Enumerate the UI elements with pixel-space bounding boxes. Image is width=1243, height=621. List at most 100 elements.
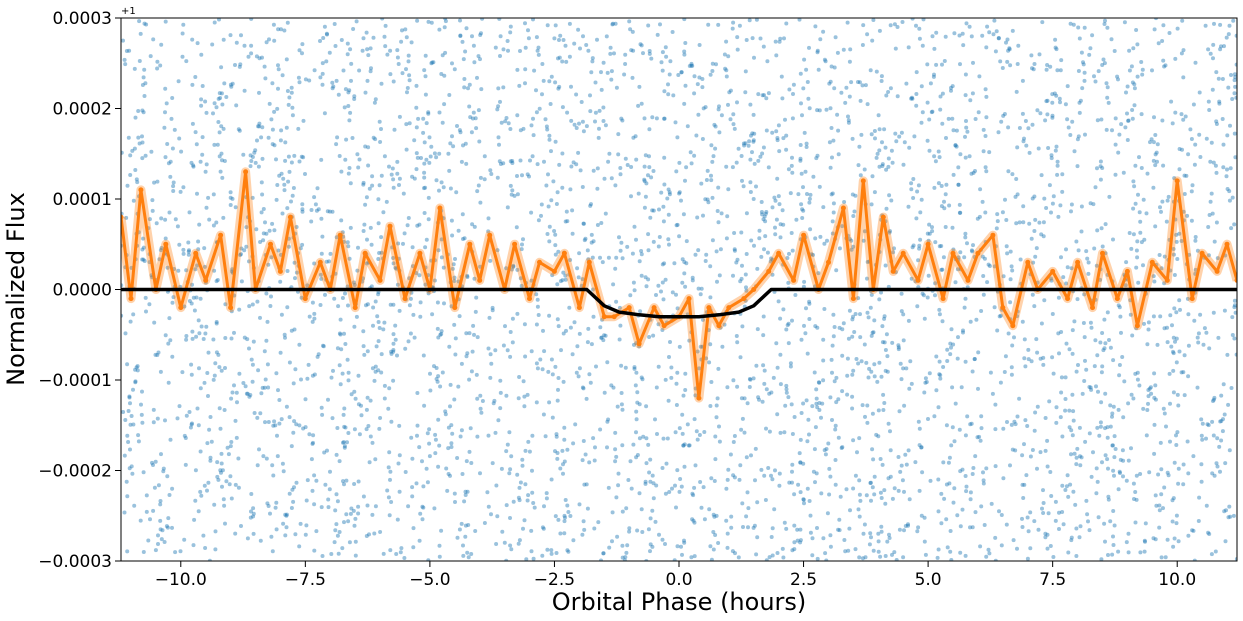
raw-point: [178, 189, 183, 194]
raw-point: [602, 176, 607, 181]
raw-point: [846, 548, 851, 553]
raw-point: [716, 185, 721, 190]
raw-point: [623, 555, 628, 560]
raw-point: [1041, 501, 1046, 505]
raw-point: [356, 245, 360, 250]
raw-point: [342, 424, 347, 429]
raw-point: [1102, 521, 1107, 526]
raw-point: [639, 43, 644, 48]
raw-point: [287, 360, 292, 365]
raw-point: [620, 118, 625, 123]
raw-point: [1065, 473, 1070, 478]
raw-point: [341, 440, 346, 445]
raw-point: [956, 255, 961, 260]
raw-point: [742, 396, 747, 401]
raw-point: [963, 553, 968, 558]
raw-point: [163, 418, 167, 423]
raw-point: [816, 271, 821, 276]
raw-point: [1133, 201, 1138, 206]
raw-point: [684, 261, 689, 266]
raw-point: [859, 132, 864, 137]
raw-point: [349, 392, 354, 397]
raw-point: [547, 137, 552, 142]
binned-point: [352, 305, 358, 311]
raw-point: [697, 75, 702, 80]
raw-point: [249, 159, 254, 163]
raw-point: [892, 246, 896, 251]
raw-point: [363, 90, 368, 95]
raw-point: [427, 427, 432, 432]
raw-point: [1149, 137, 1154, 142]
raw-point: [860, 43, 865, 47]
raw-point: [434, 366, 439, 370]
raw-point: [592, 458, 597, 463]
raw-point: [1093, 338, 1098, 343]
raw-point: [870, 447, 875, 452]
raw-point: [588, 380, 593, 385]
raw-point: [193, 498, 198, 503]
binned-point: [1134, 323, 1140, 329]
raw-point: [568, 258, 573, 262]
raw-point: [1139, 166, 1144, 170]
raw-point: [847, 59, 852, 64]
raw-point: [884, 93, 889, 98]
raw-point: [1020, 516, 1024, 521]
raw-point: [802, 130, 807, 135]
raw-point: [421, 353, 426, 358]
raw-point: [701, 106, 706, 111]
raw-point: [424, 237, 429, 242]
raw-point: [917, 488, 922, 493]
raw-point: [969, 421, 974, 426]
raw-point: [170, 486, 175, 491]
raw-point: [784, 327, 789, 332]
raw-point: [723, 66, 728, 71]
raw-point: [393, 337, 398, 342]
raw-point: [323, 292, 327, 297]
raw-point: [790, 170, 795, 175]
raw-point: [140, 108, 145, 113]
raw-point: [1057, 351, 1061, 356]
raw-point: [193, 75, 198, 79]
raw-point: [287, 169, 292, 174]
raw-point: [517, 375, 522, 379]
raw-point: [831, 138, 836, 143]
raw-point: [784, 133, 789, 138]
raw-point: [286, 244, 291, 249]
raw-point: [993, 558, 998, 561]
raw-point: [146, 538, 151, 543]
raw-point: [414, 105, 419, 110]
raw-point: [127, 48, 132, 53]
raw-point: [588, 203, 593, 208]
raw-point: [1179, 239, 1184, 243]
raw-point: [1045, 438, 1050, 443]
raw-point: [176, 268, 181, 273]
raw-point: [760, 151, 765, 156]
raw-point: [627, 19, 632, 24]
raw-point: [172, 127, 177, 132]
raw-point: [1091, 450, 1095, 455]
raw-point: [598, 255, 602, 260]
raw-point: [1212, 395, 1217, 400]
raw-point: [860, 403, 865, 408]
raw-point: [786, 167, 791, 172]
raw-point: [270, 81, 275, 86]
raw-point: [1106, 100, 1111, 105]
raw-point: [699, 505, 704, 510]
raw-point: [553, 139, 558, 144]
raw-point: [195, 263, 200, 268]
raw-point: [981, 127, 986, 132]
raw-point: [266, 385, 271, 390]
raw-point: [480, 399, 485, 403]
raw-point: [525, 392, 530, 397]
raw-point: [1075, 446, 1080, 451]
raw-point: [1021, 220, 1026, 225]
raw-point: [766, 466, 771, 470]
raw-point: [709, 143, 714, 148]
raw-point: [467, 104, 472, 109]
raw-point: [1215, 436, 1220, 441]
raw-point: [901, 338, 906, 343]
raw-point: [738, 463, 743, 468]
raw-point: [942, 59, 947, 63]
binned-point: [537, 259, 542, 265]
raw-point: [349, 506, 354, 511]
